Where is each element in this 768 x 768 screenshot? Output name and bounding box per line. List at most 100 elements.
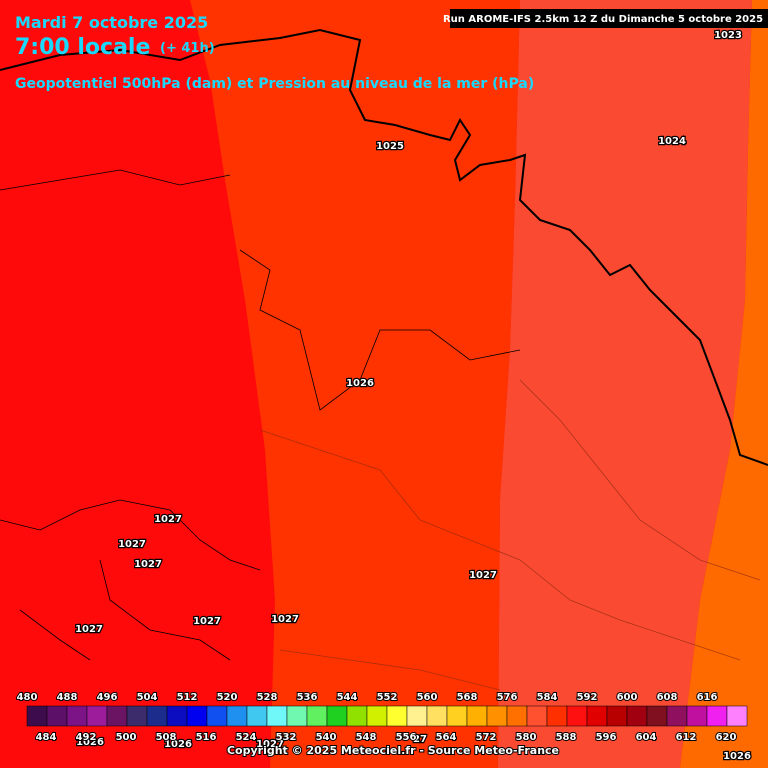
colorbar-label: 536 [297, 692, 318, 703]
band-orange [680, 0, 768, 768]
country-border [0, 28, 768, 466]
colorbar-label: 508 [156, 732, 177, 743]
colorbar-label: 580 [516, 732, 537, 743]
colorbar-label: 548 [356, 732, 377, 743]
isobar-label: 1023 [714, 30, 742, 41]
isobar-label: 1027 [118, 539, 146, 550]
isobar-label: 1026 [346, 378, 374, 389]
colorbar-cell [326, 705, 348, 727]
colorbar-cell [586, 705, 608, 727]
isobar-label: 1027 [154, 514, 182, 525]
colorbar: 480 488 496 504 512 520 528 536 544 552 560 568 576 5… [16, 691, 748, 744]
colorbar-cell [466, 705, 488, 727]
colorbar-label: 600 [617, 692, 638, 703]
colorbar-cell [706, 705, 728, 727]
colorbar-cell [426, 705, 448, 727]
colorbar-label: 564 [436, 732, 457, 743]
colorbar-cell [46, 705, 68, 727]
colorbar-label: 608 [657, 692, 678, 703]
isobar-label: 1026 [723, 751, 751, 762]
isobar-label: 1027 [469, 570, 497, 581]
colorbar-cell [246, 705, 268, 727]
colorbar-cell [266, 705, 288, 727]
colorbar-cell [646, 705, 668, 727]
isobar-label: 1027 [134, 559, 162, 570]
colorbar-label: 480 [17, 692, 38, 703]
isobar-labels: 1023 1025 1024 1026 1027 1027 1027 1027 1027 1027… [74, 29, 752, 764]
colorbar-label: 496 [97, 692, 118, 703]
colorbar-label: 588 [556, 732, 577, 743]
colorbar-label: 616 [697, 692, 718, 703]
colorbar-label: 592 [577, 692, 598, 703]
isobar-label: 1025 [376, 141, 404, 152]
isobar-label: 1027 [271, 614, 299, 625]
colorbar-cell [666, 705, 688, 727]
colorbar-label: 560 [417, 692, 438, 703]
colorbar-label: 520 [217, 692, 238, 703]
colorbar-cell [126, 705, 148, 727]
colorbar-cell [546, 705, 568, 727]
colorbar-cell [166, 705, 188, 727]
colorbar-cell [26, 705, 48, 727]
colorbar-cell [486, 705, 508, 727]
colorbar-cell [406, 705, 428, 727]
date: Mardi 7 octobre 2025 [15, 13, 208, 32]
isobar-label: 27 [413, 734, 427, 745]
colorbar-label: 572 [476, 732, 497, 743]
isobar-label: 1026 [164, 739, 192, 750]
colorbar-label: 516 [196, 732, 217, 743]
isobar-label: 1024 [658, 136, 686, 147]
colorbar-cell [386, 705, 408, 727]
colorbar-cell [226, 705, 248, 727]
isobar-label: 1027 [256, 739, 284, 750]
subtitle: Geopotentiel 500hPa (dam) et Pression au… [15, 76, 534, 92]
colorbar-label: 512 [177, 692, 198, 703]
colorbar-cell [206, 705, 228, 727]
colorbar-label: 596 [596, 732, 617, 743]
colorbar-label: 576 [497, 692, 518, 703]
department-borders [0, 169, 521, 661]
colorbar-cell [366, 705, 388, 727]
colorbar-cell [146, 705, 168, 727]
colorbar-label: 612 [676, 732, 697, 743]
colorbar-cell [626, 705, 648, 727]
colorbar-cell [506, 705, 528, 727]
colorbar-cell [286, 705, 308, 727]
colorbar-cell [346, 705, 368, 727]
colorbar-cell [566, 705, 588, 727]
isobar-label: 1026 [76, 737, 104, 748]
colorbar-label: 544 [337, 692, 358, 703]
colorbar-label: 484 [36, 732, 57, 743]
band-coral [498, 0, 752, 768]
colorbar-cell [306, 705, 328, 727]
colorbar-cell [606, 705, 628, 727]
colorbar-cell [66, 705, 88, 727]
isobar-label: 1027 [193, 616, 221, 627]
colorbar-label: 500 [116, 732, 137, 743]
time: 7:00 locale [15, 35, 150, 60]
colorbar-cell [526, 705, 548, 727]
colorbar-label: 524 [236, 732, 257, 743]
colorbar-label: 540 [316, 732, 337, 743]
run-info: Run AROME-IFS 2.5km 12 Z du Dimanche 5 o… [443, 14, 763, 25]
colorbar-cell [686, 705, 708, 727]
isobar-label: 1027 [75, 624, 103, 635]
colorbar-label: 604 [636, 732, 657, 743]
colorbar-cell [106, 705, 128, 727]
colorbar-label: 552 [377, 692, 398, 703]
colorbar-cell [186, 705, 208, 727]
colorbar-label: 504 [137, 692, 158, 703]
region-borders [259, 379, 761, 691]
copyright: Copyright © 2025 Meteociel.fr - Source M… [227, 744, 559, 757]
colorbar-cell [446, 705, 468, 727]
colorbar-label: 584 [537, 692, 558, 703]
lead-time: (+ 41h) [160, 41, 215, 56]
colorbar-cell [86, 705, 108, 727]
colorbar-label: 532 [276, 732, 297, 743]
colorbar-label: 568 [457, 692, 478, 703]
colorbar-label: 488 [57, 692, 78, 703]
colorbar-label: 556 [396, 732, 417, 743]
colorbar-cell [726, 705, 748, 727]
colorbar-label: 528 [257, 692, 278, 703]
run-box [450, 9, 768, 28]
